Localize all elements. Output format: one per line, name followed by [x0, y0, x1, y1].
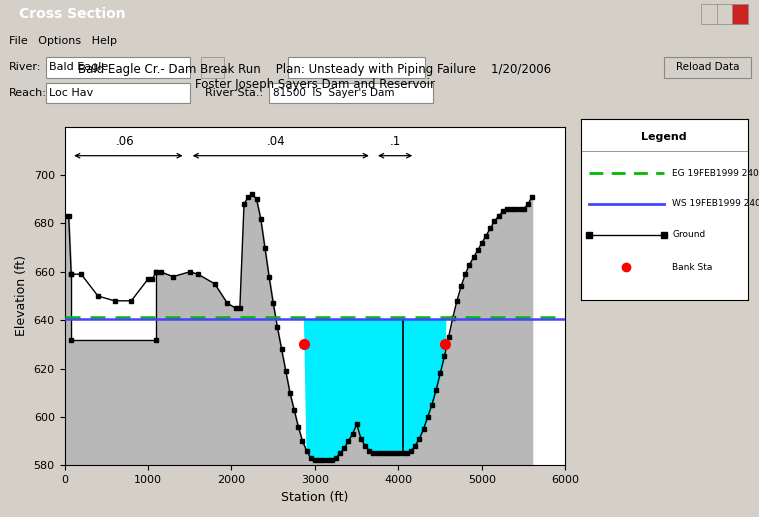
Text: .1: .1 — [389, 135, 401, 148]
Bar — [731, 4, 748, 24]
Polygon shape — [71, 272, 156, 340]
Text: EG 19FEB1999 2400: EG 19FEB1999 2400 — [672, 169, 759, 178]
Bar — [201, 57, 224, 78]
Text: Reload Data: Reload Data — [676, 62, 740, 72]
Text: Reach:: Reach: — [9, 88, 47, 98]
Text: File   Options   Help: File Options Help — [9, 36, 117, 47]
Text: .04: .04 — [266, 135, 285, 148]
X-axis label: Station (ft): Station (ft) — [282, 491, 348, 504]
Text: 81500  IS  Sayer's Dam: 81500 IS Sayer's Dam — [273, 88, 395, 98]
Bar — [664, 57, 751, 78]
Text: Bald Eagle: Bald Eagle — [49, 62, 109, 72]
Bar — [701, 4, 717, 24]
Bar — [46, 83, 190, 103]
Text: Ground: Ground — [672, 230, 706, 239]
Bar — [716, 4, 732, 24]
Text: Loc Hav: Loc Hav — [49, 88, 93, 98]
Text: Legend: Legend — [641, 131, 687, 142]
Text: WS 19FEB1999 2400: WS 19FEB1999 2400 — [672, 200, 759, 208]
Text: Bank Sta: Bank Sta — [672, 263, 713, 272]
Text: Cross Section: Cross Section — [19, 7, 125, 21]
Bar — [46, 57, 190, 78]
Bar — [288, 57, 425, 78]
Text: River Sta.:: River Sta.: — [205, 88, 263, 98]
Text: River:: River: — [9, 62, 42, 72]
Bar — [269, 83, 433, 103]
Title: Bald Eagle Cr.- Dam Break Run    Plan: Unsteady with Piping Failure    1/20/2006: Bald Eagle Cr.- Dam Break Run Plan: Unst… — [78, 63, 552, 91]
Y-axis label: Elevation (ft): Elevation (ft) — [15, 255, 28, 337]
Text: .06: .06 — [115, 135, 134, 148]
